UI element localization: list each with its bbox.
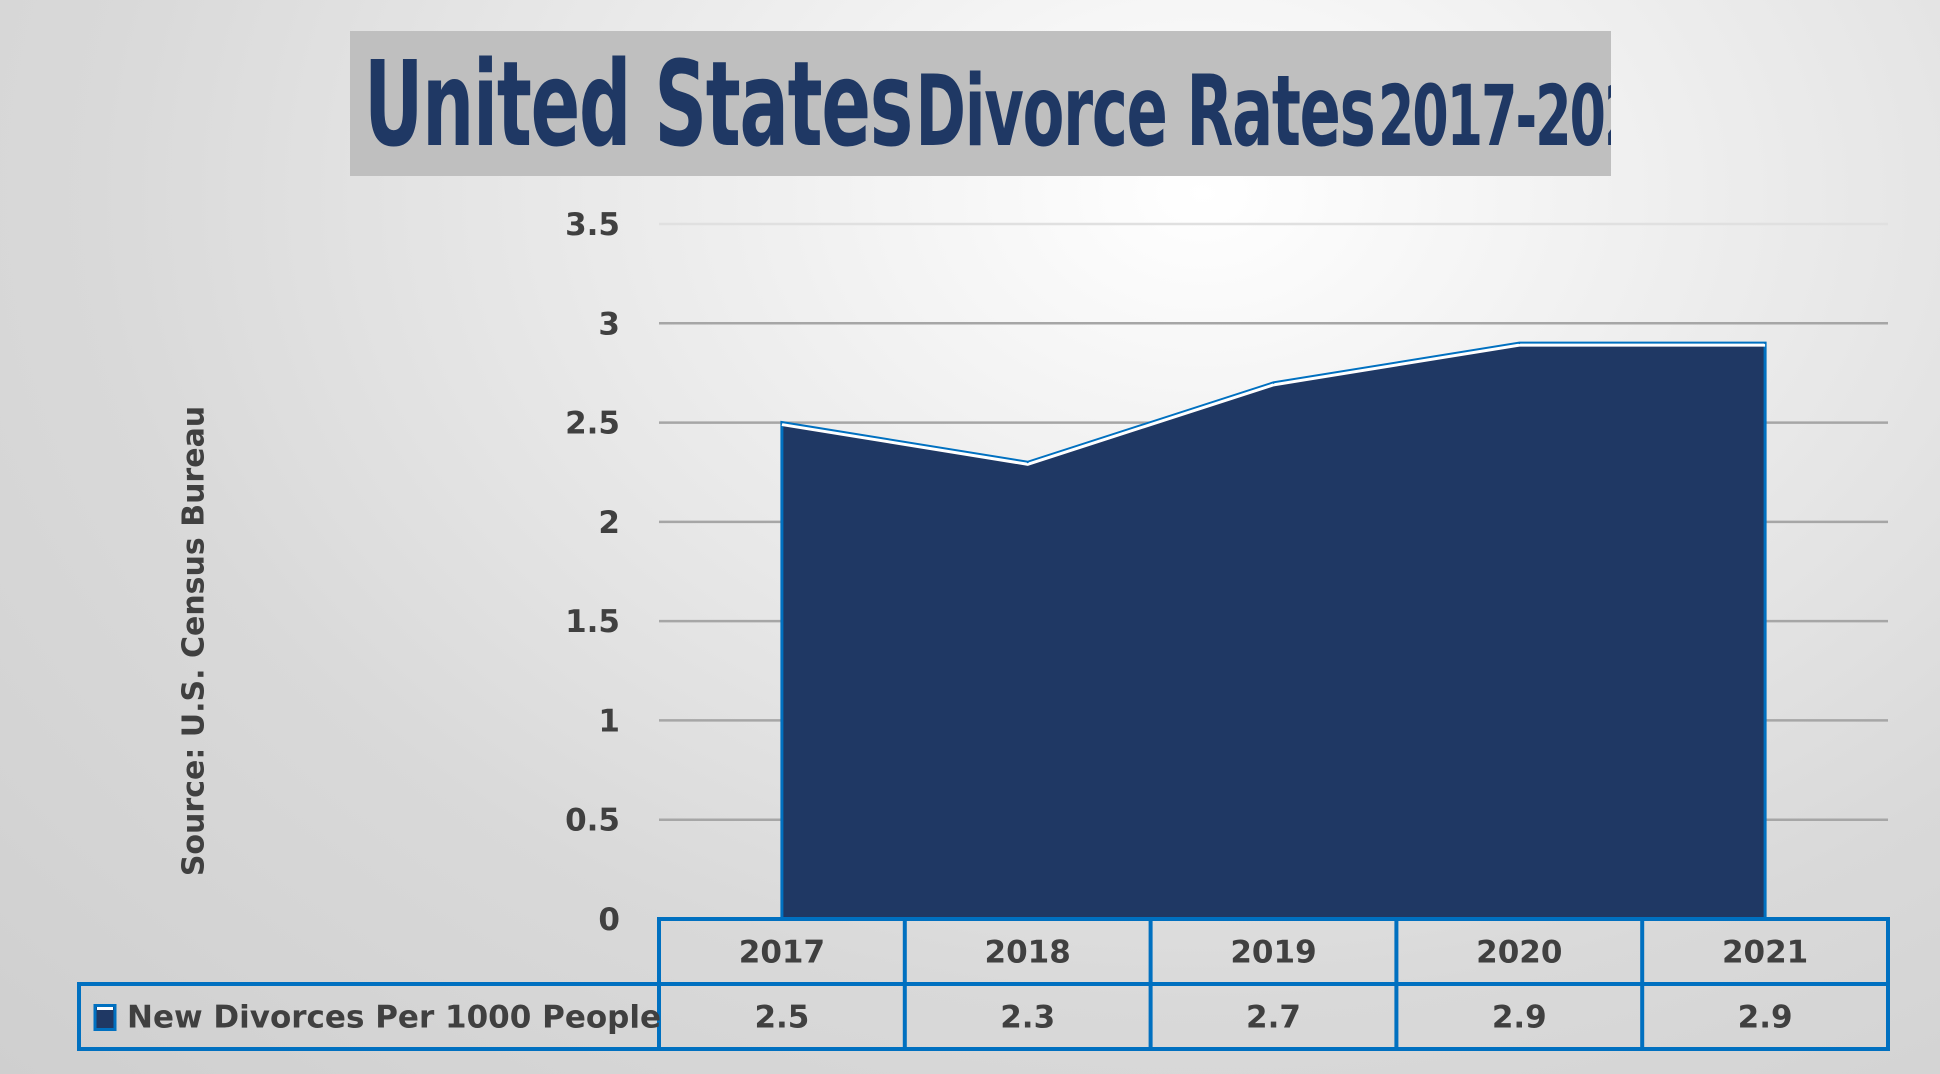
data-point bbox=[1026, 461, 1029, 464]
y-tick-label: 2 bbox=[598, 505, 620, 541]
legend-cell bbox=[77, 982, 661, 1051]
data-point bbox=[780, 421, 783, 424]
data-point bbox=[1764, 342, 1767, 345]
y-tick-label: 1 bbox=[598, 703, 620, 739]
y-tick-label: 1.5 bbox=[565, 604, 620, 640]
y-tick-label: 0 bbox=[598, 902, 620, 938]
data-value-label: 2.9 bbox=[1492, 1000, 1547, 1036]
x-category-label: 2021 bbox=[1722, 935, 1808, 971]
data-value-label: 2.7 bbox=[1246, 1000, 1301, 1036]
y-tick-label: 2.5 bbox=[565, 406, 620, 442]
x-category-label: 2019 bbox=[1230, 935, 1316, 971]
x-category-label: 2018 bbox=[985, 935, 1071, 971]
title-part-2: Divorce Rates bbox=[915, 55, 1376, 169]
data-value-label: 2.3 bbox=[1000, 1000, 1055, 1036]
title-part-3: 2017-2021 bbox=[1378, 67, 1611, 165]
data-point bbox=[1272, 381, 1275, 384]
title-box: United States Divorce Rates 2017-2021 bbox=[350, 31, 1611, 176]
y-tick-label: 3 bbox=[598, 306, 620, 342]
data-point bbox=[1518, 342, 1521, 345]
chart-title: United States Divorce Rates 2017-2021 bbox=[364, 39, 1611, 176]
x-category-label: 2020 bbox=[1476, 935, 1562, 971]
area-highlight bbox=[781, 343, 1766, 466]
legend-label: New Divorces Per 1000 People bbox=[127, 1000, 661, 1036]
data-value-label: 2.5 bbox=[754, 1000, 809, 1036]
legend-swatch-icon bbox=[93, 1004, 117, 1031]
y-tick-label: 0.5 bbox=[565, 803, 620, 839]
title-part-1: United States bbox=[364, 35, 913, 173]
area-series bbox=[780, 341, 1767, 921]
x-category-label: 2017 bbox=[739, 935, 825, 971]
y-tick-label: 3.5 bbox=[565, 207, 620, 243]
data-value-label: 2.9 bbox=[1738, 1000, 1793, 1036]
